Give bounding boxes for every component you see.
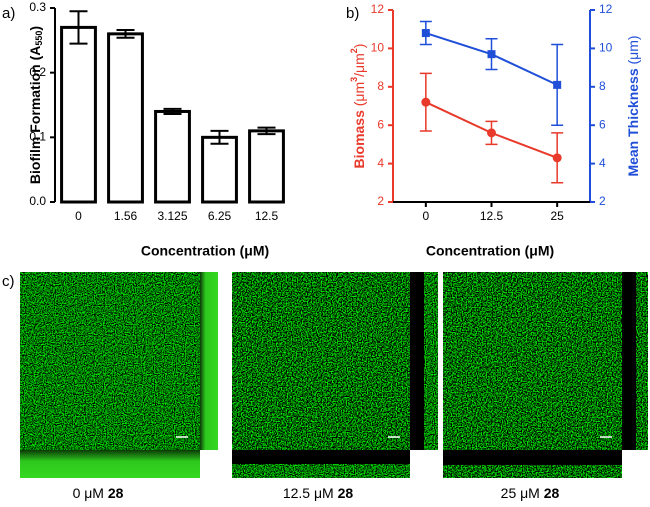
- yz-view: [424, 272, 438, 450]
- caption: 25 μM 28: [501, 485, 560, 501]
- x-tick-label: 12.5: [480, 209, 504, 223]
- tick-label: 0.3: [29, 0, 46, 14]
- micrograph-1: [232, 272, 438, 478]
- panel-label: b): [346, 5, 359, 22]
- tick-label: 8: [599, 79, 606, 93]
- tick-label: 12: [371, 2, 385, 16]
- tick-label: 6: [377, 117, 384, 131]
- error-bar: [116, 28, 135, 39]
- error-bar: [210, 129, 229, 145]
- y-axis-label: Biofilm Formation (A550): [27, 26, 45, 184]
- error-bar: [257, 126, 276, 136]
- x-tick-label: 6.25: [208, 209, 232, 223]
- panel-label: c): [2, 273, 15, 290]
- tick-label: 4: [377, 156, 384, 170]
- tick-label: 0.1: [29, 130, 46, 144]
- marker: [553, 80, 562, 89]
- yz-view: [200, 272, 218, 450]
- caption: 0 μM 28: [73, 485, 124, 501]
- tick-label: 8: [377, 79, 384, 93]
- xy-view: [232, 272, 410, 450]
- xy-view: [20, 272, 200, 450]
- error-bar: [69, 10, 88, 45]
- tick-label: 6: [599, 117, 606, 131]
- x-tick-label: 0: [422, 209, 429, 223]
- tick-label: 12: [599, 2, 613, 16]
- bar: [107, 32, 144, 204]
- marker: [421, 97, 431, 107]
- yz-view: [636, 272, 648, 450]
- y-axis-label: Biomass (μm3/μm2): [349, 44, 366, 169]
- x-tick-label: 12.5: [255, 209, 279, 223]
- caption: 12.5 μM 28: [283, 485, 354, 501]
- tick-label: 10: [599, 41, 613, 55]
- tick-label: 2: [377, 194, 384, 208]
- tick-label: 4: [599, 156, 606, 170]
- xz-view: [232, 464, 410, 478]
- marker: [552, 153, 562, 163]
- tick-label: 10: [371, 41, 385, 55]
- x-tick-label: 3.125: [157, 209, 187, 223]
- tick-label: 0.2: [29, 65, 46, 79]
- marker: [487, 50, 496, 59]
- marker: [421, 29, 430, 38]
- micrograph-2: [443, 272, 648, 478]
- tick-label: 2: [599, 194, 606, 208]
- micrograph-0: [20, 272, 218, 478]
- x-tick-label: 25: [550, 209, 564, 223]
- bar: [248, 129, 285, 204]
- xz-view: [20, 450, 200, 478]
- xy-view: [443, 272, 622, 450]
- xz-view: [443, 465, 622, 478]
- tick-label: 0.0: [29, 194, 46, 208]
- panel-label: a): [2, 5, 15, 22]
- x-tick-label: 0: [75, 209, 82, 223]
- bar: [154, 109, 191, 204]
- error-bar: [163, 107, 182, 116]
- x-axis-label: Concentration (μM): [141, 243, 269, 259]
- y2-axis-label: Mean Thickness (μm): [625, 35, 641, 176]
- x-axis-label: Concentration (μM): [426, 243, 554, 259]
- bar: [201, 135, 238, 204]
- marker: [487, 128, 496, 138]
- bar: [60, 25, 97, 204]
- x-tick-label: 1.56: [114, 209, 138, 223]
